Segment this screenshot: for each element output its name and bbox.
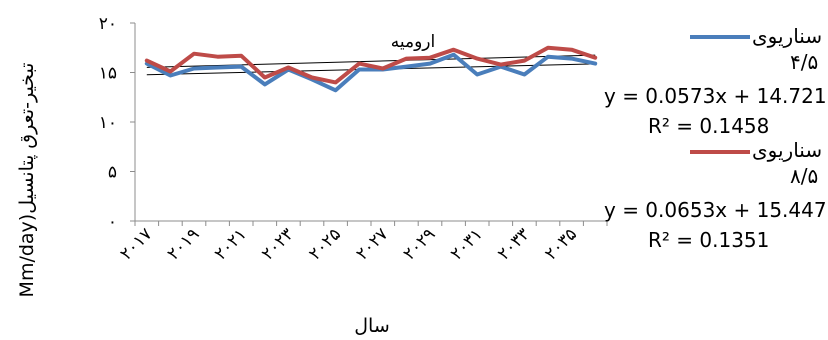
x-tick-label: ۲۰۳۵	[541, 224, 581, 264]
axes	[130, 22, 608, 226]
y-tick-label: ۱۰	[99, 113, 117, 133]
legend-entry-series-1: سناریوی	[752, 24, 823, 48]
series-lines	[144, 45, 598, 93]
chart-title: ارومیه	[391, 32, 436, 52]
x-tick-label: ۲۰۱۷	[116, 224, 156, 264]
legend-entry-series-2-number: ۸/۵	[790, 164, 819, 188]
x-tick-label: ۲۰۲۷	[352, 224, 392, 264]
y-tick-label: ۲۰	[99, 14, 117, 34]
legend-swatch-series-2	[690, 150, 750, 154]
x-tick-label: ۲۰۳۱	[447, 224, 487, 264]
y-tick-label: ۰	[108, 212, 117, 232]
legend-entry-series-1-number: ۴/۵	[790, 50, 819, 74]
series-line-2	[144, 45, 598, 85]
series-line-1	[144, 52, 598, 93]
x-tick-label: ۲۰۲۹	[400, 224, 440, 264]
x-tick-label: ۲۰۲۳	[258, 224, 298, 264]
trend-equation-series-1: y = 0.0573x + 14.721	[604, 84, 827, 108]
legend-entry-series-2: سناریوی	[752, 138, 823, 162]
y-tick-label: ۵	[108, 163, 117, 183]
legend-swatch-series-1	[690, 35, 750, 39]
trend-equation-series-2: y = 0.0653x + 15.447	[604, 198, 827, 222]
trend-r2-series-2: R² = 0.1351	[648, 228, 770, 252]
x-tick-label: ۲۰۱۹	[164, 224, 204, 264]
x-tick-label: ۲۰۲۱	[211, 224, 251, 264]
x-tick-label: ۲۰۲۵	[305, 224, 345, 264]
x-tick-label: ۲۰۳۳	[494, 224, 534, 264]
y-tick-label: ۱۵	[99, 64, 117, 84]
tick-labels: ۰ ۵ ۱۰ ۱۵ ۲۰ ۲۰۱۷ ۲۰۱۹ ۲۰۲۱ ۲۰۲۳ ۲۰۲۵ ۲۰۲۷ ۲۰۲۹ ۲۰۳۱…	[99, 14, 581, 264]
y-axis-label: Mm/day)تبخیر-تعرق پتانسیل	[16, 63, 38, 298]
x-axis-label: سال	[354, 315, 390, 337]
trend-r2-series-1: R² = 0.1458	[648, 114, 770, 138]
